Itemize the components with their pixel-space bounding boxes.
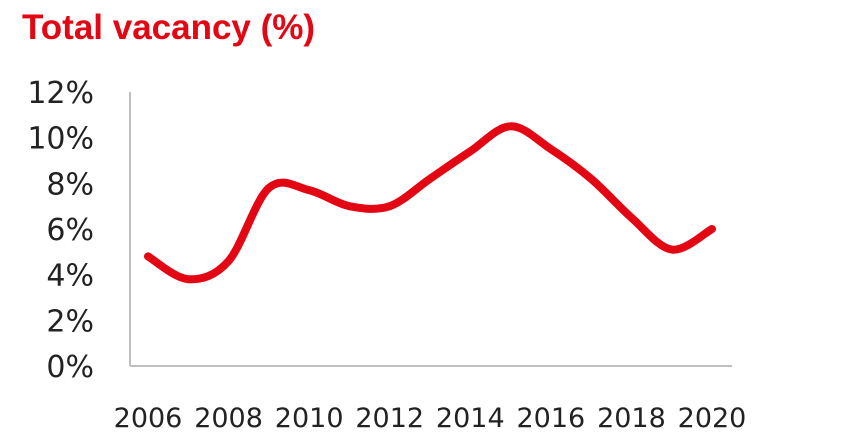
- x-tick-label: 2012: [355, 403, 424, 434]
- x-tick-label: 2016: [516, 403, 585, 434]
- x-tick-label: 2020: [678, 403, 747, 434]
- x-tick-label: 2018: [597, 403, 666, 434]
- data-point: [627, 214, 635, 222]
- y-axis: 0% 2% 4% 6% 8% 10% 12%: [27, 76, 131, 385]
- y-tick-label: 4%: [46, 259, 94, 294]
- x-tick-label: 2010: [275, 403, 344, 434]
- data-point: [144, 252, 152, 260]
- y-tick-label: 8%: [46, 167, 94, 202]
- y-tick-label: 12%: [27, 76, 94, 111]
- data-point: [305, 186, 313, 194]
- data-point: [507, 122, 515, 130]
- data-point: [184, 275, 192, 283]
- y-tick-label: 2%: [46, 304, 94, 339]
- data-point: [386, 202, 394, 210]
- series-group: [144, 122, 716, 284]
- x-axis: 2006 2008 2010 2012 2014 2016 2018 2020: [114, 365, 747, 434]
- data-point: [225, 257, 233, 265]
- data-point: [466, 147, 474, 155]
- data-point: [345, 202, 353, 210]
- data-point: [708, 225, 716, 233]
- data-point: [547, 145, 555, 153]
- chart-title: Total vacancy (%): [22, 8, 316, 47]
- data-point: [668, 246, 676, 254]
- y-tick-label: 6%: [46, 213, 94, 248]
- y-tick-label: 10%: [27, 122, 94, 157]
- data-point: [587, 175, 595, 183]
- x-tick-label: 2006: [114, 403, 183, 434]
- x-tick-label: 2008: [194, 403, 263, 434]
- data-point: [265, 184, 273, 192]
- x-tick-label: 2014: [436, 403, 505, 434]
- data-point: [426, 175, 434, 183]
- y-tick-label: 0%: [46, 350, 94, 385]
- series-line: [144, 122, 716, 284]
